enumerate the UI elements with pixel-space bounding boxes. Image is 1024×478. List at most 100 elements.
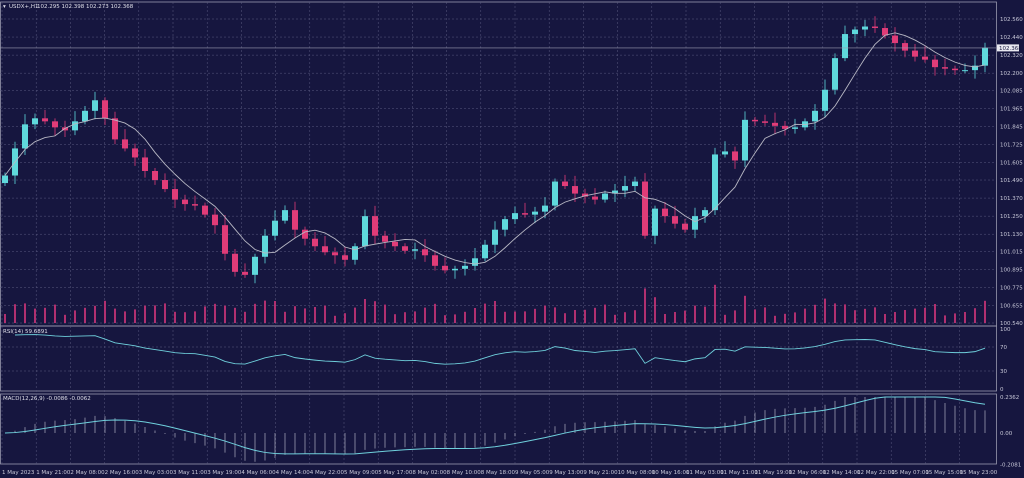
volume-bar	[864, 308, 866, 323]
volume-bar	[964, 312, 966, 323]
volume-bar	[724, 314, 726, 323]
symbol-icon[interactable]: ▾	[3, 4, 6, 10]
price-tick-label: 100.655	[1000, 304, 1023, 310]
price-tick-label: 102.440	[1000, 35, 1023, 41]
time-tick-label: 9 May 05:00	[515, 470, 550, 476]
time-tick-label: 15 May 07:00	[891, 470, 929, 476]
candle-body	[352, 246, 358, 260]
volume-bar	[594, 307, 596, 323]
volume-bar	[344, 313, 346, 323]
candle-body	[862, 26, 868, 30]
candle-body	[752, 119, 758, 122]
volume-bar	[434, 303, 436, 323]
candle-body	[42, 118, 48, 122]
volume-bar	[144, 305, 146, 323]
price-tick-label: 101.130	[1000, 232, 1023, 238]
volume-bar	[514, 311, 516, 323]
volume-bar	[894, 312, 896, 323]
volume-bar	[404, 312, 406, 323]
volume-bar	[284, 311, 286, 323]
volume-bar	[294, 306, 296, 323]
candle-body	[552, 181, 558, 206]
volume-bar	[154, 305, 156, 323]
time-tick-label: 4 May 22:00	[310, 470, 345, 476]
candle-body	[412, 249, 418, 251]
chart-header-symbol: USDX+,H1	[9, 4, 39, 10]
price-tick-label: 102.200	[1000, 71, 1023, 77]
candle-body	[52, 121, 58, 128]
candle-body	[182, 199, 188, 205]
volume-bar	[914, 308, 916, 323]
candle-body	[392, 241, 398, 247]
time-tick-label: 4 May 06:00	[241, 470, 276, 476]
candles	[2, 16, 988, 284]
current-price-label: 102.368	[999, 46, 1022, 52]
moving-average	[4, 32, 986, 265]
rsi-tick-label: 30	[1000, 369, 1007, 375]
volume-bar	[484, 303, 486, 323]
volume-bar	[874, 307, 876, 323]
time-tick-label: 12 May 06:00	[789, 470, 827, 476]
candle-body	[782, 125, 788, 129]
candle-body	[152, 171, 158, 181]
volume-bar	[364, 299, 366, 323]
price-tick-label: 101.250	[1000, 214, 1023, 220]
volume-bar	[194, 311, 196, 323]
volume-bar	[354, 307, 356, 323]
candle-body	[202, 205, 208, 215]
candle-body	[272, 220, 278, 236]
candle-body	[762, 121, 768, 123]
candle-body	[512, 213, 518, 220]
time-tick-label: 12 May 14:00	[823, 470, 861, 476]
time-tick-label: 15 May 15:00	[925, 470, 963, 476]
volume-bar	[824, 298, 826, 323]
candle-body	[212, 214, 218, 226]
candle-body	[192, 204, 198, 206]
candle-body	[642, 181, 648, 236]
price-tick-label: 102.560	[1000, 17, 1023, 23]
volume-bar	[584, 309, 586, 323]
candle-body	[482, 244, 488, 259]
time-tick-label: 9 May 21:00	[583, 470, 618, 476]
time-tick-label: 8 May 10:00	[447, 470, 482, 476]
volume-bar	[314, 307, 316, 323]
volume-bar	[334, 315, 336, 323]
volume-bar	[984, 300, 986, 323]
rsi-line	[14, 334, 986, 365]
grid	[0, 1, 997, 465]
volume-bar	[264, 300, 266, 323]
candle-body	[322, 246, 328, 253]
candle-body	[142, 157, 148, 171]
volume-bar	[974, 308, 976, 323]
volume-bar	[474, 308, 476, 323]
volume-bar	[394, 314, 396, 323]
volume-bar	[44, 307, 46, 323]
candle-body	[242, 271, 248, 275]
candle-body	[452, 268, 458, 271]
price-tick-label: 100.775	[1000, 286, 1023, 292]
time-tick-label: 1 May 2023	[2, 470, 35, 476]
volume-bar	[454, 314, 456, 323]
volume-bar	[814, 304, 816, 323]
price-tick-label: 101.845	[1000, 125, 1023, 131]
candle-body	[252, 256, 258, 275]
volume-bar	[704, 306, 706, 323]
volume-bar	[14, 304, 16, 323]
candle-body	[372, 216, 378, 236]
time-tick-label: 5 May 17:00	[378, 470, 413, 476]
candle-body	[222, 225, 228, 254]
volume-bar	[644, 288, 646, 323]
volume-bar	[384, 304, 386, 323]
candle-body	[902, 43, 908, 51]
candle-body	[422, 249, 428, 256]
candle-body	[592, 196, 598, 200]
time-tick-label: 3 May 03:00	[139, 470, 174, 476]
volume-bar	[854, 310, 856, 323]
price-tick-label: 100.895	[1000, 268, 1023, 274]
candle-body	[502, 219, 508, 230]
rsi-panel	[14, 334, 986, 365]
candle-body	[162, 180, 168, 190]
candle-body	[712, 154, 718, 211]
candle-body	[852, 29, 858, 35]
